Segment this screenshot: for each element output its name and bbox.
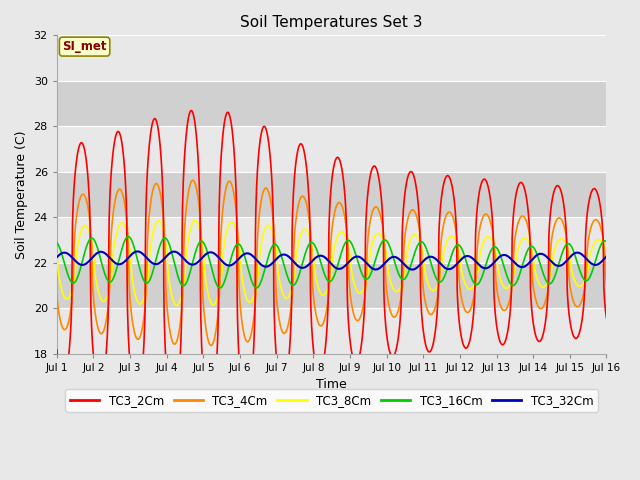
TC3_4Cm bbox=[175, 328, 183, 334]
TC3_16Cm bbox=[603, 239, 611, 245]
TC3_16Cm bbox=[490, 244, 497, 250]
TC3_32Cm bbox=[53, 254, 61, 260]
TC3_2Cm bbox=[175, 373, 183, 379]
TC3_2Cm bbox=[53, 347, 61, 353]
X-axis label: Time: Time bbox=[316, 378, 347, 391]
TC3_4Cm bbox=[418, 251, 426, 256]
Line: TC3_32Cm: TC3_32Cm bbox=[57, 252, 607, 270]
Bar bbox=[57, 308, 607, 354]
TC3_4Cm bbox=[538, 305, 546, 311]
Bar bbox=[57, 217, 607, 263]
Line: TC3_16Cm: TC3_16Cm bbox=[57, 237, 607, 288]
TC3_2Cm bbox=[237, 385, 245, 391]
Y-axis label: Soil Temperature (C): Soil Temperature (C) bbox=[15, 130, 28, 259]
TC3_2Cm bbox=[538, 335, 546, 341]
TC3_2Cm bbox=[188, 108, 195, 113]
TC3_16Cm bbox=[538, 267, 546, 273]
TC3_4Cm bbox=[603, 281, 611, 287]
TC3_8Cm bbox=[603, 254, 611, 260]
TC3_4Cm bbox=[53, 293, 61, 299]
Legend: TC3_2Cm, TC3_4Cm, TC3_8Cm, TC3_16Cm, TC3_32Cm: TC3_2Cm, TC3_4Cm, TC3_8Cm, TC3_16Cm, TC3… bbox=[65, 389, 598, 411]
TC3_16Cm bbox=[124, 234, 132, 240]
TC3_32Cm bbox=[408, 267, 416, 273]
Text: SI_met: SI_met bbox=[62, 40, 107, 53]
TC3_8Cm bbox=[175, 300, 183, 305]
TC3_32Cm bbox=[490, 260, 497, 266]
Title: Soil Temperatures Set 3: Soil Temperatures Set 3 bbox=[241, 15, 423, 30]
TC3_16Cm bbox=[237, 244, 245, 250]
TC3_8Cm bbox=[173, 302, 180, 308]
TC3_2Cm bbox=[162, 355, 170, 360]
TC3_16Cm bbox=[162, 236, 170, 241]
TC3_4Cm bbox=[490, 234, 497, 240]
TC3_8Cm bbox=[418, 245, 426, 251]
TC3_16Cm bbox=[53, 240, 61, 245]
TC3_8Cm bbox=[191, 217, 199, 223]
TC3_4Cm bbox=[237, 314, 245, 320]
TC3_4Cm bbox=[189, 177, 196, 183]
Bar bbox=[57, 81, 607, 126]
TC3_8Cm bbox=[162, 241, 170, 247]
TC3_32Cm bbox=[237, 254, 244, 260]
TC3_32Cm bbox=[162, 254, 170, 260]
Bar bbox=[57, 172, 607, 217]
Line: TC3_8Cm: TC3_8Cm bbox=[57, 220, 607, 305]
TC3_32Cm bbox=[175, 252, 183, 257]
TC3_2Cm bbox=[490, 244, 497, 250]
TC3_16Cm bbox=[216, 285, 224, 291]
TC3_4Cm bbox=[162, 281, 170, 287]
Bar bbox=[57, 36, 607, 81]
TC3_32Cm bbox=[538, 251, 546, 257]
Bar bbox=[57, 126, 607, 172]
TC3_32Cm bbox=[134, 249, 141, 254]
TC3_4Cm bbox=[207, 343, 215, 348]
Line: TC3_2Cm: TC3_2Cm bbox=[57, 110, 607, 416]
TC3_8Cm bbox=[490, 241, 497, 247]
TC3_32Cm bbox=[603, 253, 611, 259]
Line: TC3_4Cm: TC3_4Cm bbox=[57, 180, 607, 346]
Bar bbox=[57, 263, 607, 308]
TC3_8Cm bbox=[53, 251, 61, 257]
TC3_16Cm bbox=[418, 239, 426, 245]
TC3_8Cm bbox=[538, 284, 546, 290]
TC3_16Cm bbox=[175, 278, 183, 284]
TC3_32Cm bbox=[418, 260, 426, 266]
TC3_2Cm bbox=[603, 315, 611, 321]
TC3_8Cm bbox=[237, 268, 245, 274]
TC3_2Cm bbox=[206, 413, 214, 419]
TC3_2Cm bbox=[418, 311, 426, 316]
